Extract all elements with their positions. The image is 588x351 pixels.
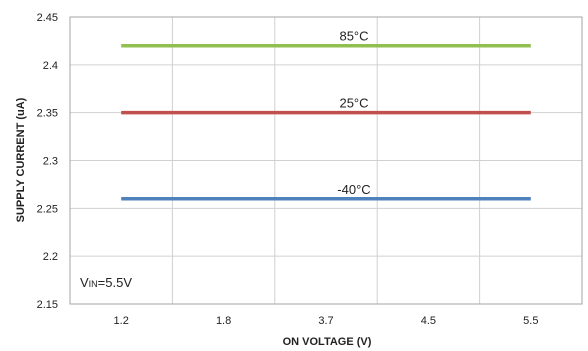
vin-value: =5.5V	[98, 275, 133, 290]
x-tick-label: 1.8	[216, 315, 231, 327]
y-axis-title: SUPPLY CURRENT (uA)	[15, 97, 27, 222]
y-tick-label: 2.15	[37, 299, 58, 311]
x-tick-label: 1.2	[114, 315, 129, 327]
y-tick-label: 2.35	[37, 108, 58, 120]
y-axis-ticks: 2.15 2.2 2.25 2.3 2.35 2.4 2.45	[37, 12, 58, 311]
y-tick-label: 2.2	[43, 251, 58, 263]
y-tick-label: 2.4	[43, 60, 58, 72]
series-label-2: -40°C	[337, 182, 370, 197]
y-tick-label: 2.25	[37, 203, 58, 215]
y-tick-label: 2.45	[37, 12, 58, 24]
x-axis-title: ON VOLTAGE (V)	[283, 336, 372, 348]
x-tick-label: 4.5	[421, 315, 436, 327]
series-lines	[121, 43, 531, 201]
x-tick-label: 3.7	[318, 315, 333, 327]
y-tick-label: 2.3	[43, 156, 58, 168]
vin-subscript: IN	[89, 279, 98, 289]
vin-main: V	[80, 275, 89, 290]
vin-annotation: VIN=5.5V	[80, 275, 132, 290]
series-labels: 85°C 25°C -40°C	[337, 29, 370, 197]
series-label-1: 25°C	[339, 96, 368, 111]
plot-area-frame	[69, 16, 583, 305]
x-axis-ticks: 1.2 1.8 3.7 4.5 5.5	[114, 315, 539, 327]
series-label-0: 85°C	[339, 29, 368, 44]
grid-lines	[70, 16, 582, 305]
x-tick-label: 5.5	[523, 315, 538, 327]
